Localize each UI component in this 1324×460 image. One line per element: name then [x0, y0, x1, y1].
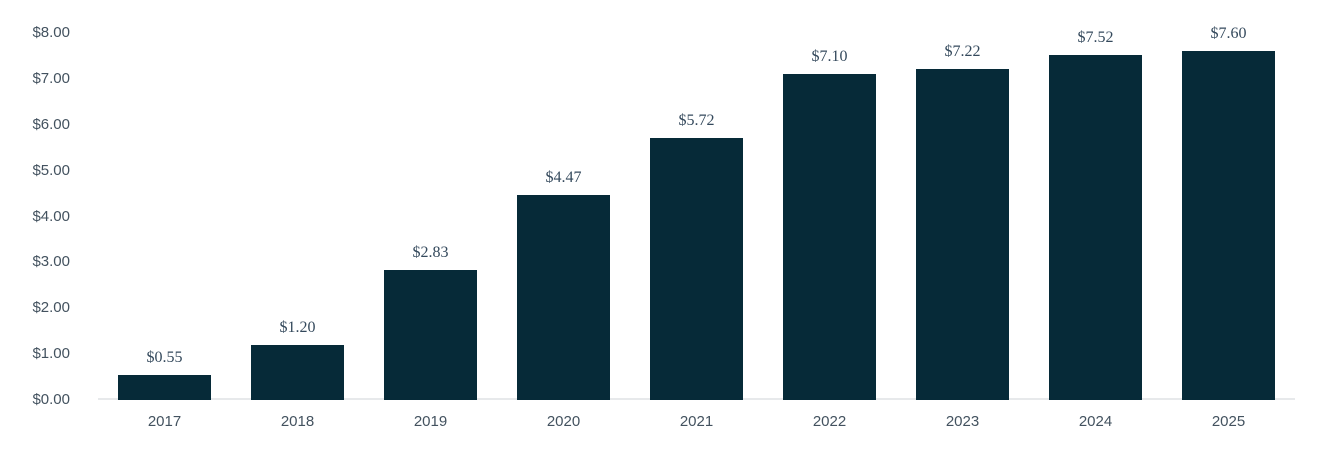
- y-axis: $8.00 $7.00 $6.00 $5.00 $4.00 $3.00 $2.0…: [0, 24, 72, 409]
- x-tick-label-2024: 2024: [1078, 413, 1113, 430]
- bar-value-label: $7.52: [1077, 29, 1114, 46]
- bar-group-2017: $0.55: [98, 349, 231, 400]
- bar-2018: [251, 345, 344, 400]
- x-tick-label-2023: 2023: [945, 413, 980, 430]
- bar-2023: [916, 68, 1009, 400]
- y-tick-label: $1.00: [32, 345, 70, 363]
- bar-value-label: $7.10: [811, 48, 848, 66]
- plot-area: $0.55 $1.20 $2.83 $4.47 $5.72 $7.10: [98, 25, 1295, 400]
- y-tick-label: $8.00: [32, 24, 70, 41]
- bar-value-label: $7.60: [1210, 25, 1247, 43]
- bar-group-2018: $1.20: [231, 319, 364, 400]
- x-axis: 2017 2018 2019 2020 2021 2022 2023 2024 …: [98, 413, 1295, 431]
- bar-2024: [1049, 55, 1142, 400]
- y-tick-label: $6.00: [32, 115, 70, 133]
- y-tick-label: $2.00: [32, 299, 70, 317]
- bar-2025: [1182, 51, 1275, 400]
- x-tick-label-2022: 2022: [812, 413, 847, 430]
- y-tick-label: $3.00: [32, 253, 70, 271]
- x-tick-label-2021: 2021: [679, 413, 714, 430]
- bar-group-2024: $7.52: [1029, 29, 1162, 400]
- y-tick-label: $7.00: [32, 69, 70, 87]
- bar-value-label: $2.83: [412, 244, 449, 262]
- y-tick-label: $5.00: [32, 161, 70, 179]
- bar-2021: [650, 137, 743, 400]
- bar-group-2020: $4.47: [497, 169, 630, 400]
- bar-group-2019: $2.83: [364, 244, 497, 400]
- bar-group-2025: $7.60: [1162, 25, 1295, 400]
- bar-value-label: $4.47: [545, 168, 582, 186]
- bar-group-2022: $7.10: [763, 48, 896, 400]
- bar-value-label: $5.72: [678, 111, 715, 129]
- bar-2022: [783, 74, 876, 400]
- bars-row: $0.55 $1.20 $2.83 $4.47 $5.72 $7.10: [98, 25, 1295, 400]
- bar-value-label: $7.22: [944, 42, 981, 60]
- x-tick-label-2018: 2018: [280, 413, 315, 430]
- x-tick-label-2017: 2017: [147, 413, 182, 430]
- x-tick-label-2025: 2025: [1211, 413, 1246, 430]
- x-tick-label-2020: 2020: [546, 413, 581, 430]
- bar-2019: [384, 270, 477, 400]
- bar-2020: [517, 194, 610, 400]
- x-tick-label-2019: 2019: [413, 413, 448, 430]
- bar-group-2021: $5.72: [630, 112, 763, 400]
- bar-value-label: $0.55: [146, 348, 183, 366]
- y-tick-label: $4.00: [32, 207, 70, 225]
- bar-group-2023: $7.22: [896, 43, 1029, 400]
- bar-value-label: $1.20: [279, 319, 316, 336]
- bar-2017: [118, 374, 211, 400]
- y-tick-label: $0.00: [32, 391, 70, 408]
